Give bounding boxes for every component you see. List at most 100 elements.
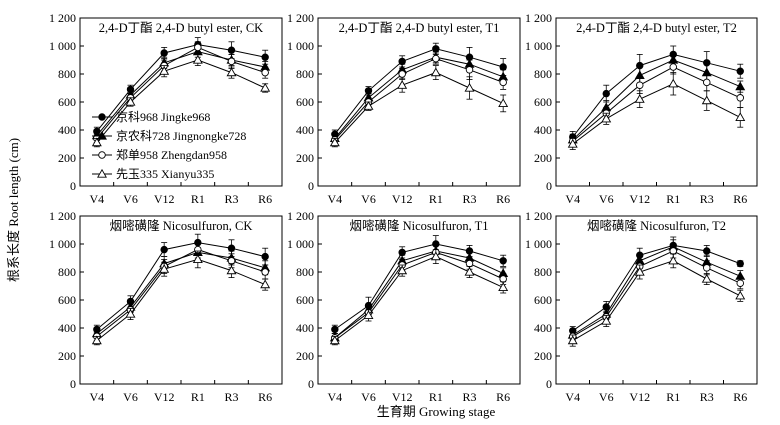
- data-point-s0-2: [160, 245, 168, 254]
- data-point-s3-1: [601, 113, 612, 123]
- data-point-s0-5: [499, 257, 507, 265]
- x-tick-label: V4: [327, 390, 342, 404]
- x-tick-label: R3: [462, 192, 476, 206]
- data-point-s3-1: [125, 96, 136, 106]
- y-tick-label: 400: [296, 123, 314, 137]
- chart-panel-6: 0 200 400 600 800 1 000 1 200 V4 V6 V12 R1 R3 R6 烟嘧磺隆…: [525, 209, 758, 404]
- x-tick-label: R1: [429, 192, 443, 206]
- x-tick-label: R1: [429, 390, 443, 404]
- series-line: [334, 58, 504, 141]
- x-tick-label: V6: [599, 390, 614, 404]
- x-tick-label: R1: [666, 192, 680, 206]
- data-point-s3-4: [226, 67, 237, 77]
- series-line: [334, 250, 504, 339]
- x-tick-label: V4: [565, 390, 580, 404]
- data-point-s3-5: [260, 82, 271, 92]
- series-line: [334, 243, 504, 330]
- chart-panel-4: 0 200 400 600 800 1 000 1 200 V4 V6 V12 R1 R3 R6 烟嘧磺隆…: [49, 209, 283, 404]
- data-point-s2-3: [669, 63, 678, 71]
- data-point-s0-0: [331, 325, 339, 334]
- series-line: [334, 72, 504, 143]
- data-point-slegend-2: [98, 151, 106, 159]
- data-point-s2-3: [432, 54, 440, 63]
- series-line: [96, 46, 266, 139]
- data-point-s3-3: [192, 254, 203, 263]
- x-tick-label: R6: [258, 390, 272, 404]
- data-point-s3-5: [735, 290, 746, 300]
- legend-label: 京农科728 Jingnongke728: [116, 129, 246, 143]
- data-point-s2-5: [261, 68, 269, 77]
- x-tick-label: R1: [191, 192, 205, 206]
- series-line: [96, 242, 266, 330]
- data-point-s2-5: [499, 78, 507, 87]
- y-tick-label: 800: [534, 67, 552, 81]
- chart-panel-2: 0 200 400 600 800 1 000 1 200 V4 V6 V12 R1 R3 R6 2,4-…: [287, 11, 521, 206]
- chart-panel-3: 0 200 400 600 800 1 000 1 200 V4 V6 V12 R1 R3 R6 2,4-…: [525, 11, 758, 206]
- data-point-s2-5: [499, 275, 507, 283]
- series-line: [572, 59, 741, 141]
- data-point-s2-5: [736, 94, 745, 102]
- plot-frame: [317, 17, 521, 187]
- series-line: [96, 59, 266, 143]
- legend: 京科968 Jingke968 京农科728 Jingnongke728 郑单958…: [92, 110, 246, 181]
- series-line: [572, 250, 741, 337]
- data-point-s3-5: [260, 279, 271, 289]
- y-tick-label: 800: [58, 265, 76, 279]
- series-1: [331, 42, 507, 139]
- data-point-s3-0: [91, 137, 102, 147]
- data-point-s0-4: [227, 244, 236, 252]
- x-tick-label: V6: [123, 192, 138, 206]
- y-tick-label: 1 200: [49, 11, 76, 25]
- y-tick-label: 1 200: [49, 209, 76, 223]
- data-point-s0-5: [499, 63, 507, 71]
- y-tick-label: 400: [58, 123, 76, 137]
- series-line: [96, 51, 266, 136]
- data-point-s0-3: [432, 45, 440, 53]
- data-point-slegend-1: [97, 130, 107, 140]
- legend-item-3: 郑单958 Zhengdan958: [92, 147, 227, 162]
- data-point-s0-5: [261, 252, 269, 261]
- y-tick-label: 800: [534, 265, 552, 279]
- series-3: [569, 59, 745, 148]
- y-tick-label: 1 000: [287, 39, 314, 53]
- data-point-s2-3: [669, 247, 678, 255]
- panel-title: 烟嘧磺隆 Nicosulfuron, T1: [350, 218, 489, 233]
- data-point-s3-4: [464, 82, 475, 92]
- x-tick-label: V6: [361, 390, 376, 404]
- data-point-s2-2: [398, 70, 406, 78]
- x-tick-label: R6: [733, 192, 747, 206]
- y-tick-label: 1 000: [49, 39, 76, 53]
- y-tick-label: 600: [296, 293, 314, 307]
- y-tick-label: 600: [534, 95, 552, 109]
- series-line: [572, 66, 741, 142]
- y-axis-title: 根系长度 Root length (cm): [6, 138, 21, 282]
- y-tick-label: 1 200: [525, 209, 552, 223]
- data-point-s3-0: [329, 137, 340, 147]
- legend-item-1: 京科968 Jingke968: [92, 110, 210, 124]
- y-tick-label: 0: [308, 179, 314, 193]
- series-line: [572, 246, 741, 336]
- series-line: [572, 83, 741, 145]
- data-point-s3-0: [567, 138, 578, 148]
- series-4: [329, 65, 509, 148]
- data-point-s3-3: [668, 78, 679, 88]
- data-point-s3-3: [668, 255, 679, 265]
- data-point-s3-2: [159, 66, 170, 75]
- series-line: [96, 44, 266, 132]
- plot-frame: [317, 215, 521, 385]
- y-tick-label: 1 000: [525, 39, 552, 53]
- x-tick-label: V12: [392, 192, 413, 206]
- series-3: [93, 240, 269, 342]
- data-point-s2-3: [194, 43, 202, 52]
- y-tick-label: 800: [296, 67, 314, 81]
- data-point-s3-3: [430, 251, 441, 261]
- data-point-s3-2: [159, 264, 170, 273]
- data-point-s3-1: [363, 310, 374, 319]
- data-point-s0-1: [602, 89, 610, 98]
- x-tick-label: R3: [224, 390, 238, 404]
- series-4: [567, 253, 746, 347]
- series-line: [96, 249, 266, 337]
- y-tick-label: 1 000: [49, 237, 76, 251]
- series-1: [331, 235, 507, 335]
